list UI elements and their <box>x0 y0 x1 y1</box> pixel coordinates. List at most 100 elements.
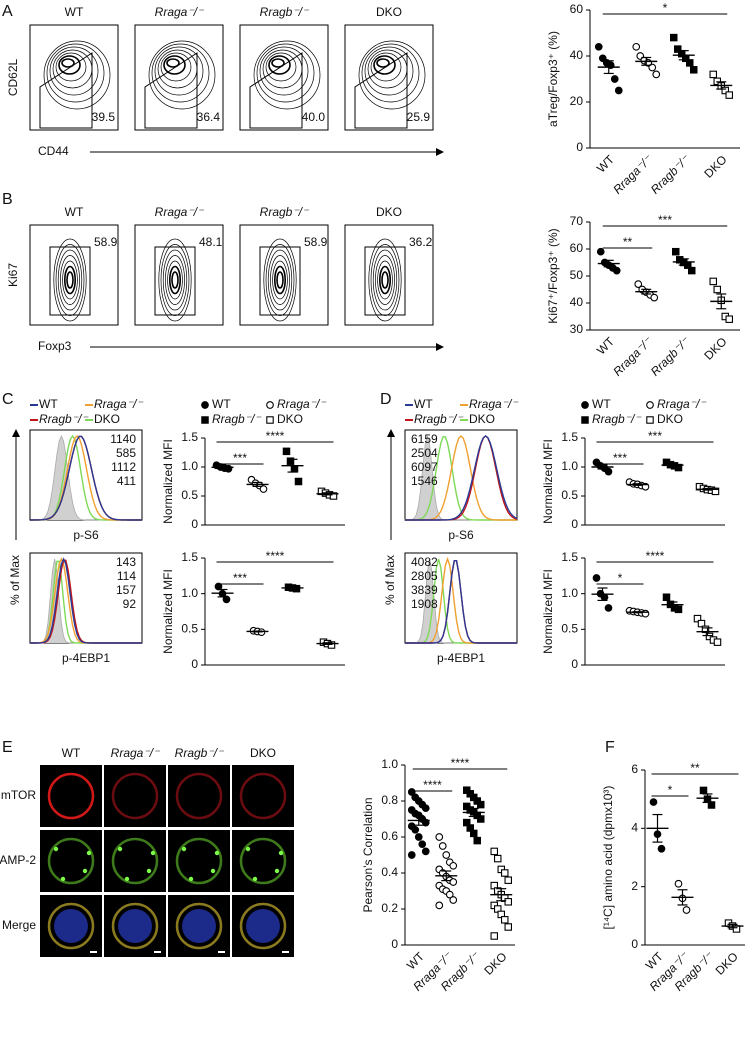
nucleus <box>246 909 280 943</box>
data-point <box>693 614 702 623</box>
gate-value: 58.9 <box>304 235 328 249</box>
data-point <box>476 800 485 809</box>
histogram-label: p-S6 <box>73 528 99 542</box>
data-point <box>418 840 427 849</box>
gate <box>144 52 198 129</box>
y-tick-label: 0.6 <box>381 829 398 843</box>
legend-label: Rragb⁻/⁻ <box>39 412 89 426</box>
contour <box>163 55 186 75</box>
contour <box>270 255 290 305</box>
vesicle <box>278 850 284 856</box>
data-point <box>669 33 678 42</box>
contour <box>60 255 80 305</box>
legend-marker <box>266 401 274 409</box>
data-point <box>421 804 430 813</box>
column-title: DKO <box>376 205 402 219</box>
y-axis-label: CD62L <box>6 59 20 97</box>
data-point <box>329 492 338 500</box>
contour <box>376 58 390 68</box>
data-point <box>713 638 722 646</box>
significance-label: **** <box>266 549 285 563</box>
contour <box>55 52 87 82</box>
contour <box>256 43 315 103</box>
nucleus <box>54 909 88 943</box>
legend-label: Rraga⁻/⁻ <box>277 397 327 411</box>
y-axis-label: Normalized MFI <box>541 569 555 654</box>
gate-value: 39.5 <box>92 110 116 124</box>
contour <box>53 238 87 322</box>
flow-box <box>29 24 119 131</box>
data-point <box>612 266 621 275</box>
data-point <box>490 847 498 856</box>
y-tick-label: 0.5 <box>181 622 198 636</box>
column-title: DKO <box>376 5 402 19</box>
legend-label: DKO <box>657 412 683 426</box>
x-tick-label: DKO <box>701 152 729 180</box>
data-point <box>596 247 605 256</box>
nucleus <box>118 909 152 943</box>
data-point <box>634 280 643 288</box>
x-tick-label: Rraga⁻/⁻ <box>610 151 656 197</box>
mfi-value: 1908 <box>411 597 438 611</box>
histogram-curve <box>30 557 142 644</box>
data-point <box>259 485 268 493</box>
contour <box>271 58 285 68</box>
y-axis-label: % of Max <box>383 555 397 605</box>
significance-label: *** <box>613 451 627 465</box>
y-tick-label: 1.5 <box>181 430 198 444</box>
legend-marker <box>201 416 209 424</box>
data-point <box>493 854 502 863</box>
cell-stain <box>111 837 159 885</box>
mfi-value: 6159 <box>411 432 438 446</box>
contour <box>167 260 183 300</box>
data-point <box>449 878 458 886</box>
gate-value: 36.2 <box>409 235 433 249</box>
contour <box>165 255 185 305</box>
legend-label: DKO <box>277 412 303 426</box>
histogram-label: p-S6 <box>448 528 474 542</box>
y-tick-label: 0 <box>191 657 198 671</box>
panel-label: B <box>2 191 13 208</box>
micrograph <box>104 830 166 892</box>
vesicle <box>117 846 123 852</box>
data-point <box>445 890 454 899</box>
data-point <box>592 574 601 582</box>
data-point <box>286 457 295 465</box>
mfi-value: 92 <box>123 597 137 611</box>
contour <box>158 238 192 322</box>
column-title: Rraga⁻/⁻ <box>155 205 205 219</box>
nucleus <box>182 909 216 943</box>
data-point <box>697 619 706 628</box>
data-point <box>504 923 512 931</box>
column-title: DKO <box>250 746 276 760</box>
contour <box>43 40 111 110</box>
data-point <box>490 932 498 940</box>
histogram-curve <box>405 559 517 644</box>
column-title: WT <box>62 746 81 760</box>
contour <box>361 43 420 103</box>
mfi-value: 1140 <box>110 432 136 446</box>
legend-label: WT <box>212 397 231 411</box>
vesicle <box>181 846 187 852</box>
y-tick-label: 0.8 <box>381 793 398 807</box>
contour <box>377 260 393 300</box>
contour <box>265 52 297 82</box>
mfi-value: 6097 <box>411 460 438 474</box>
y-tick-label: 2 <box>631 879 638 893</box>
mfi-value: 157 <box>116 583 136 597</box>
vesicle <box>210 868 216 874</box>
x-tick-label: Rraga⁻/⁻ <box>610 333 656 379</box>
gate <box>249 52 303 129</box>
legend-marker <box>201 401 209 409</box>
x-tick-label: DKO <box>481 949 509 977</box>
legend-label: Rragb⁻/⁻ <box>414 412 464 426</box>
contour <box>268 55 291 75</box>
y-tick-label: 70 <box>570 214 584 228</box>
vesicle <box>274 868 280 874</box>
contour <box>253 40 321 110</box>
mfi-value: 2504 <box>411 446 438 460</box>
gate-value: 48.1 <box>199 235 223 249</box>
contour <box>368 238 402 322</box>
vesicle <box>188 876 194 882</box>
